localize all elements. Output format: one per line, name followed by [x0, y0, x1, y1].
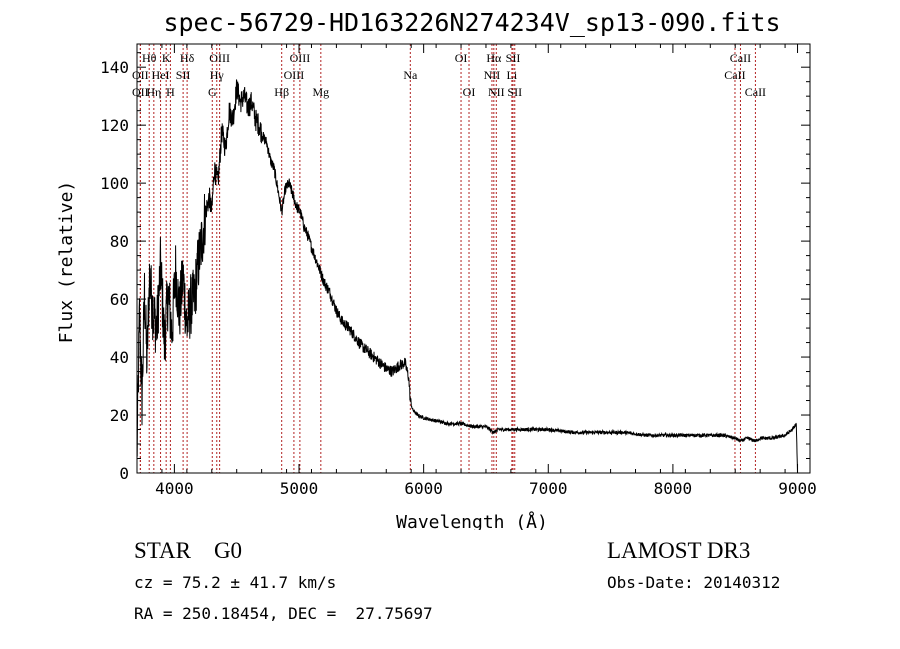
x-tick-label: 4000: [155, 479, 194, 498]
flux-series-line: [136, 79, 798, 474]
y-tick-label: 20: [110, 406, 129, 425]
spectral-line-label: OIII: [209, 51, 230, 65]
x-axis-label: Wavelength (Å): [396, 511, 548, 530]
spectral-line-label: SII: [507, 85, 522, 99]
spectrum-chart: 4000 5000 6000 7000 8000 9000 0 20 40 60 80 100 120 1…: [56, 43, 817, 530]
redshift-value: cz = 75.2 ± 41.7 km/s: [134, 573, 337, 592]
y-tick-label: 140: [100, 58, 129, 77]
y-tick-label: 60: [110, 290, 129, 309]
x-tick-label: 6000: [404, 479, 443, 498]
x-tick-label: 7000: [529, 479, 568, 498]
x-tick-label: 9000: [778, 479, 817, 498]
spectral-line-label: OII: [132, 68, 149, 82]
spectral-line-label: CaII: [724, 68, 745, 82]
spectral-line-label: Hγ: [210, 68, 225, 82]
plot-frame: [136, 43, 811, 474]
spectral-line-label: Hα: [486, 51, 502, 65]
spectral-line-label: H: [166, 85, 175, 99]
y-tick-label: 40: [110, 348, 129, 367]
spectral-line-label: Hβ: [274, 85, 289, 99]
x-tick-label: 8000: [654, 479, 693, 498]
spectral-line-markers: [139, 44, 756, 473]
spectral-line-label: NII: [488, 85, 505, 99]
survey-label: LAMOST DR3: [607, 538, 751, 563]
spectral-line-label: Na: [403, 68, 418, 82]
spectral-line-label: Hη: [146, 85, 161, 99]
chart-title: spec-56729-HD163226N274234V_sp13-090.fit…: [163, 8, 781, 37]
spectral-line-label: SII: [176, 68, 191, 82]
spectral-line-label: SII: [506, 51, 521, 65]
obs-date: Obs-Date: 20140312: [607, 573, 781, 592]
spectral-line-label: K: [162, 51, 171, 65]
spectral-line-label: OI: [463, 85, 476, 99]
y-tick-label: 120: [100, 116, 129, 135]
spectral-line-label: Li: [507, 68, 518, 82]
spectral-line-label: CaII: [745, 85, 766, 99]
spectral-line-label: OII: [132, 85, 149, 99]
spectral-line-label: CaII: [730, 51, 751, 65]
y-tick-label: 0: [119, 464, 129, 483]
spectral-line-label: Hδ: [180, 51, 195, 65]
y-axis-label: Flux (relative): [56, 181, 77, 344]
y-tick-label: 80: [110, 232, 129, 251]
y-tick-label: 100: [100, 174, 129, 193]
spectral-line-label: OIII: [284, 68, 305, 82]
spectral-line-label: OI: [455, 51, 468, 65]
x-tick-label: 5000: [280, 479, 319, 498]
spectral-line-label: Hθ: [142, 51, 157, 65]
axes: 4000 5000 6000 7000 8000 9000 0 20 40 60 80 100 120 1…: [100, 44, 817, 498]
ra-dec-coordinates: RA = 250.18454, DEC = 27.75697: [134, 604, 433, 623]
spectral-line-label: OIII: [290, 51, 311, 65]
spectral-line-label: Mg: [312, 85, 329, 99]
spectral-line-label: HeI: [152, 68, 170, 82]
object-type: STAR G0: [134, 538, 243, 563]
spectral-line-label: G: [208, 85, 217, 99]
spectral-line-label: NII: [484, 68, 501, 82]
